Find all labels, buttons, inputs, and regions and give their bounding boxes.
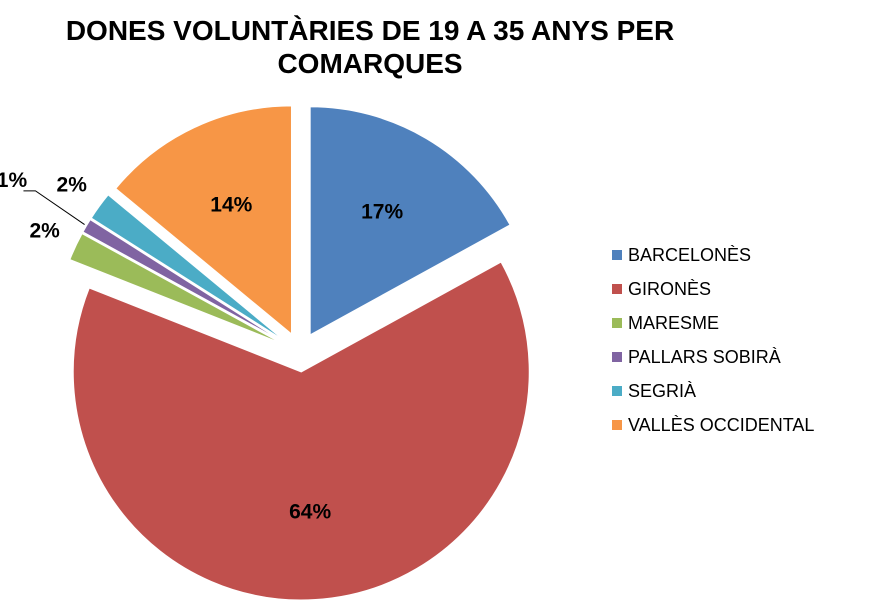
legend-swatch <box>612 318 622 328</box>
legend-label: MARESME <box>628 313 719 333</box>
data-label: 2% <box>29 219 60 242</box>
data-label: 2% <box>57 174 88 197</box>
leader-line <box>23 190 85 226</box>
chart-title: DONES VOLUNTÀRIES DE 19 A 35 ANYS PER CO… <box>65 15 675 79</box>
legend-label: VALLÈS OCCIDENTAL <box>628 415 814 435</box>
legend-swatch <box>612 386 622 396</box>
legend-label: PALLARS SOBIRÀ <box>628 347 781 367</box>
data-label: 1% <box>0 169 27 192</box>
pie-slice <box>90 194 285 341</box>
legend-label: GIRONÈS <box>628 279 711 299</box>
data-label: 14% <box>210 194 252 217</box>
legend-label: BARCELONÈS <box>628 245 751 265</box>
pie-slice <box>115 105 292 335</box>
legend-swatch <box>612 250 622 260</box>
pie-slice <box>309 106 511 336</box>
pie-slice <box>82 218 284 343</box>
legend-swatch <box>612 420 622 430</box>
legend-label: SEGRIÀ <box>628 381 696 401</box>
data-label: 64% <box>289 501 331 524</box>
legend-swatch <box>612 284 622 294</box>
pie-slice <box>72 261 530 601</box>
legend-swatch <box>612 352 622 362</box>
pie-slice <box>69 232 283 344</box>
data-label: 17% <box>361 201 403 224</box>
